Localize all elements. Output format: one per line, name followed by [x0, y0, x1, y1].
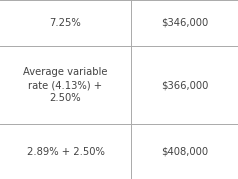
Text: $408,000: $408,000: [161, 147, 208, 157]
Text: $346,000: $346,000: [161, 18, 208, 28]
Text: $366,000: $366,000: [161, 80, 208, 90]
Text: 7.25%: 7.25%: [50, 18, 81, 28]
Text: Average variable
rate (4.13%) +
2.50%: Average variable rate (4.13%) + 2.50%: [23, 67, 108, 103]
Text: 2.89% + 2.50%: 2.89% + 2.50%: [26, 147, 104, 157]
